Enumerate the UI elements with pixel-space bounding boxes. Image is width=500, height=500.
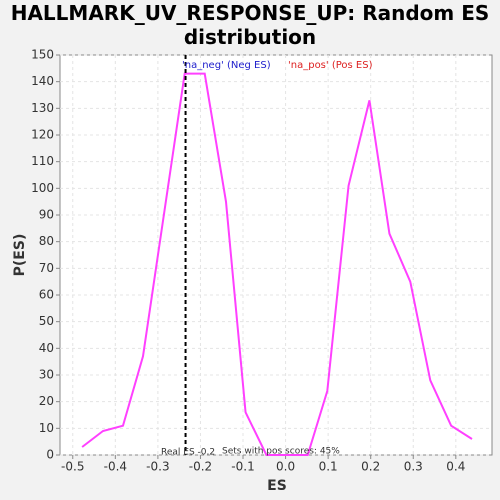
y-axis-label: P(ES) xyxy=(12,234,28,277)
annotation: Real ES -0.2 xyxy=(161,448,215,458)
x-tick-label: 0.1 xyxy=(319,460,338,474)
plot-area xyxy=(59,54,493,456)
data-line xyxy=(81,72,473,456)
x-tick-label: 0.4 xyxy=(446,460,465,474)
y-tick-label: 80 xyxy=(39,234,54,248)
y-tick-label: 70 xyxy=(39,261,54,275)
x-axis-label: ES xyxy=(267,478,287,494)
y-tick-label: 100 xyxy=(31,181,54,195)
y-tick-label: 120 xyxy=(31,128,54,142)
chart-title: HALLMARK_UV_RESPONSE_UP: Random ES distri… xyxy=(11,1,490,49)
x-tick-label: 0.3 xyxy=(404,460,423,474)
x-tick-label: -0.3 xyxy=(146,460,169,474)
x-tick-label: -0.2 xyxy=(189,460,212,474)
legend-entry: 'na_pos' (Pos ES) xyxy=(288,60,373,71)
x-tick-label: 0.2 xyxy=(361,460,380,474)
y-tick-label: 90 xyxy=(39,208,54,222)
y-tick-label: 130 xyxy=(31,101,54,115)
y-tick-label: 140 xyxy=(31,74,54,88)
y-tick-label: 10 xyxy=(39,421,54,435)
x-tick-label: 0.0 xyxy=(276,460,295,474)
annotation: Sets with pos scores: 45% xyxy=(222,447,340,457)
y-tick-label: 50 xyxy=(39,314,54,328)
y-tick-label: 0 xyxy=(46,448,54,462)
x-tick-label: -0.1 xyxy=(231,460,254,474)
x-tick-label: -0.4 xyxy=(104,460,127,474)
x-tick-label: -0.5 xyxy=(61,460,84,474)
y-tick-label: 20 xyxy=(39,394,54,408)
y-tick-label: 110 xyxy=(31,154,54,168)
y-tick-label: 150 xyxy=(31,48,54,62)
y-tick-label: 40 xyxy=(39,341,54,355)
y-tick-label: 30 xyxy=(39,368,54,382)
legend-entry: 'na_neg' (Neg ES) xyxy=(182,60,271,71)
y-tick-label: 60 xyxy=(39,288,54,302)
